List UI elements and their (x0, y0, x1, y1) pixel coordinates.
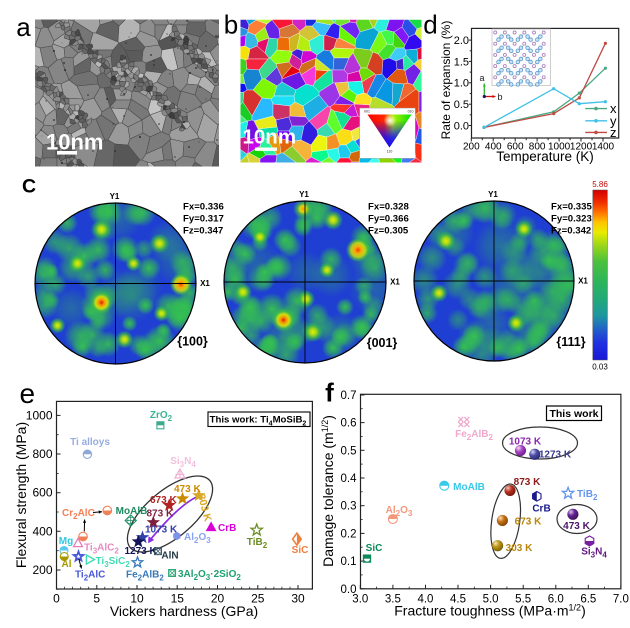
svg-text:f: f (325, 377, 334, 407)
svg-text:a: a (479, 73, 484, 83)
svg-text:3Al2O3·2SiO2: 3Al2O3·2SiO2 (178, 569, 241, 582)
svg-text:10nm: 10nm (243, 126, 297, 149)
svg-text:z: z (610, 125, 617, 140)
svg-text:Y1: Y1 (110, 192, 120, 201)
svg-text:Ti2AlC: Ti2AlC (75, 570, 105, 583)
svg-text:0.4: 0.4 (341, 473, 358, 485)
svg-text:Flexural strength (MPa): Flexural strength (MPa) (13, 422, 29, 568)
svg-text:200: 200 (32, 563, 52, 577)
svg-text:Al: Al (62, 559, 72, 570)
svg-text:Fz=0.347: Fz=0.347 (183, 226, 223, 237)
svg-text:0.7: 0.7 (341, 390, 357, 402)
svg-text:1000: 1000 (26, 408, 53, 422)
svg-text:0.2: 0.2 (341, 528, 357, 540)
svg-text:Ti3AlC2: Ti3AlC2 (84, 543, 119, 556)
svg-text:0.5: 0.5 (454, 99, 469, 111)
svg-text:Fy=0.317: Fy=0.317 (183, 214, 224, 225)
svg-text:5.86: 5.86 (592, 180, 608, 189)
svg-text:This work: This work (549, 408, 598, 420)
svg-text:Fz=0.305: Fz=0.305 (368, 226, 409, 237)
svg-text:110: 110 (387, 150, 393, 154)
svg-text:1.5: 1.5 (454, 56, 469, 68)
svg-text:010: 010 (408, 110, 414, 114)
svg-text:873 K: 873 K (514, 477, 541, 488)
svg-text:30: 30 (291, 592, 305, 606)
svg-text:Fx=0.328: Fx=0.328 (368, 202, 409, 213)
svg-text:Damage tolerance (m1/2): Damage tolerance (m1/2) (320, 415, 336, 567)
svg-text:Fy=0.366: Fy=0.366 (368, 214, 409, 225)
svg-text:1273 K: 1273 K (125, 546, 158, 557)
svg-text:Cr2AlC: Cr2AlC (62, 508, 95, 521)
svg-text:1073 K: 1073 K (509, 437, 542, 448)
svg-text:5: 5 (93, 592, 100, 606)
svg-text:X1: X1 (578, 277, 588, 286)
svg-text:{001}: {001} (367, 336, 398, 350)
svg-text:b: b (498, 92, 503, 102)
svg-text:473 K: 473 K (174, 484, 201, 495)
svg-text:Fz=0.342: Fz=0.342 (551, 226, 591, 237)
svg-text:10nm: 10nm (46, 130, 103, 155)
svg-text:MoAlB: MoAlB (116, 506, 148, 517)
svg-text:X1: X1 (390, 278, 400, 287)
svg-text:303 K: 303 K (506, 543, 533, 554)
svg-text:Y1: Y1 (488, 190, 498, 199)
svg-text:Ti alloys: Ti alloys (70, 437, 110, 448)
svg-text:800: 800 (32, 447, 52, 461)
svg-text:Temperature (K): Temperature (K) (496, 149, 594, 164)
svg-text:Fracture toughness (MPa·m1/2): Fracture toughness (MPa·m1/2) (394, 603, 585, 619)
svg-text:673 K: 673 K (515, 517, 542, 528)
svg-text:Fe2AlB2: Fe2AlB2 (126, 570, 164, 583)
svg-text:Mg: Mg (59, 536, 73, 547)
svg-text:b: b (224, 10, 238, 40)
svg-text:673 K: 673 K (150, 495, 177, 506)
svg-text:X1: X1 (200, 279, 210, 288)
svg-text:SiC: SiC (366, 543, 383, 554)
svg-text:0.1: 0.1 (341, 556, 357, 568)
svg-text:0.5: 0.5 (341, 445, 357, 457)
svg-text:d: d (423, 10, 437, 40)
svg-text:CrB: CrB (532, 504, 550, 515)
svg-text:0.0: 0.0 (454, 120, 469, 132)
svg-text:Fx=0.335: Fx=0.335 (551, 202, 592, 213)
svg-text:Y1: Y1 (299, 190, 309, 199)
svg-text:0.03: 0.03 (592, 363, 608, 372)
svg-text:This work: Ti4MoSiB2: This work: Ti4MoSiB2 (210, 415, 307, 428)
svg-text:Fx=0.336: Fx=0.336 (183, 202, 224, 213)
svg-text:0.6: 0.6 (341, 418, 357, 430)
svg-text:1.0: 1.0 (454, 78, 469, 90)
svg-text:1400: 1400 (592, 142, 615, 153)
svg-text:CrB: CrB (218, 523, 236, 534)
svg-text:400: 400 (32, 524, 52, 538)
svg-text:001: 001 (364, 110, 370, 114)
svg-text:200: 200 (463, 142, 480, 153)
svg-text:MoAlB: MoAlB (453, 482, 485, 493)
svg-text:7.0: 7.0 (613, 594, 629, 606)
svg-text:1073 K: 1073 K (145, 525, 178, 536)
svg-text:0: 0 (53, 592, 60, 606)
svg-text:600: 600 (32, 486, 52, 500)
svg-text:Vickers hardness (GPa): Vickers hardness (GPa) (110, 603, 258, 619)
svg-text:a: a (16, 12, 31, 42)
svg-text:SiC: SiC (292, 545, 309, 556)
svg-text:AlN: AlN (161, 551, 178, 562)
svg-text:873 K: 873 K (147, 509, 174, 520)
svg-text:Ti3SiC2: Ti3SiC2 (96, 556, 131, 569)
svg-text:0.0: 0.0 (341, 584, 357, 596)
svg-text:1273 K: 1273 K (539, 450, 572, 461)
svg-text:{100}: {100} (177, 335, 208, 349)
svg-text:2.0: 2.0 (454, 35, 469, 47)
svg-text:473 K: 473 K (563, 521, 590, 532)
svg-text:0.3: 0.3 (341, 501, 357, 513)
svg-text:Rate of expansion (%): Rate of expansion (%) (439, 21, 453, 140)
svg-text:C: C (22, 176, 36, 198)
svg-text:e: e (20, 378, 36, 409)
svg-text:{111}: {111} (556, 335, 585, 349)
svg-text:Fe2AlB2: Fe2AlB2 (455, 429, 493, 442)
svg-text:Fy=0.323: Fy=0.323 (551, 214, 592, 225)
